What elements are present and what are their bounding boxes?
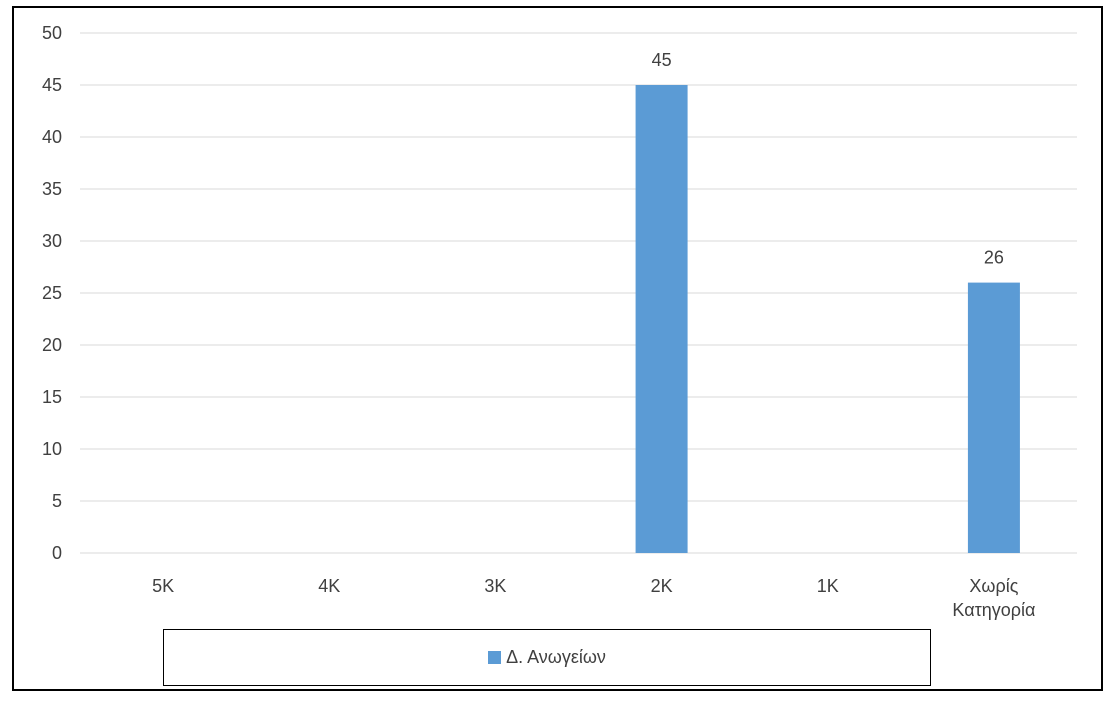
data-label: 45 xyxy=(652,50,672,70)
y-tick-label: 45 xyxy=(42,75,62,95)
legend: Δ. Ανωγείων xyxy=(163,629,931,686)
bar xyxy=(635,85,688,553)
y-tick-label: 30 xyxy=(42,231,62,251)
x-tick-label: 4K xyxy=(318,576,340,596)
legend-swatch xyxy=(488,651,502,664)
x-tick-label: 2K xyxy=(651,576,673,596)
y-tick-label: 10 xyxy=(42,439,62,459)
x-tick-label: Χωρίς Κατηγορία xyxy=(952,576,1035,620)
y-tick-label: 5 xyxy=(52,491,62,511)
x-tick-label: 3K xyxy=(484,576,506,596)
data-label: 26 xyxy=(984,248,1004,268)
bar xyxy=(967,282,1020,553)
y-tick-label: 0 xyxy=(52,543,62,563)
y-tick-label: 15 xyxy=(42,387,62,407)
x-tick-label: 1K xyxy=(817,576,839,596)
y-tick-label: 35 xyxy=(42,179,62,199)
y-tick-label: 40 xyxy=(42,127,62,147)
bars xyxy=(635,85,1020,553)
data-labels: 45 26 xyxy=(652,50,1004,268)
chart-frame xyxy=(12,6,1103,691)
x-tick-label: 5K xyxy=(152,576,174,596)
y-tick-label: 25 xyxy=(42,283,62,303)
x-axis-tick-labels: 5K 4K 3K 2K 1K Χωρίς Κατηγορία xyxy=(152,576,1035,620)
y-tick-label: 50 xyxy=(42,23,62,43)
y-tick-label: 20 xyxy=(42,335,62,355)
gridlines xyxy=(80,32,1077,554)
y-axis-tick-labels: 0 5 10 15 20 25 30 35 40 45 50 xyxy=(42,23,62,563)
legend-label: Δ. Ανωγείων xyxy=(506,647,606,667)
